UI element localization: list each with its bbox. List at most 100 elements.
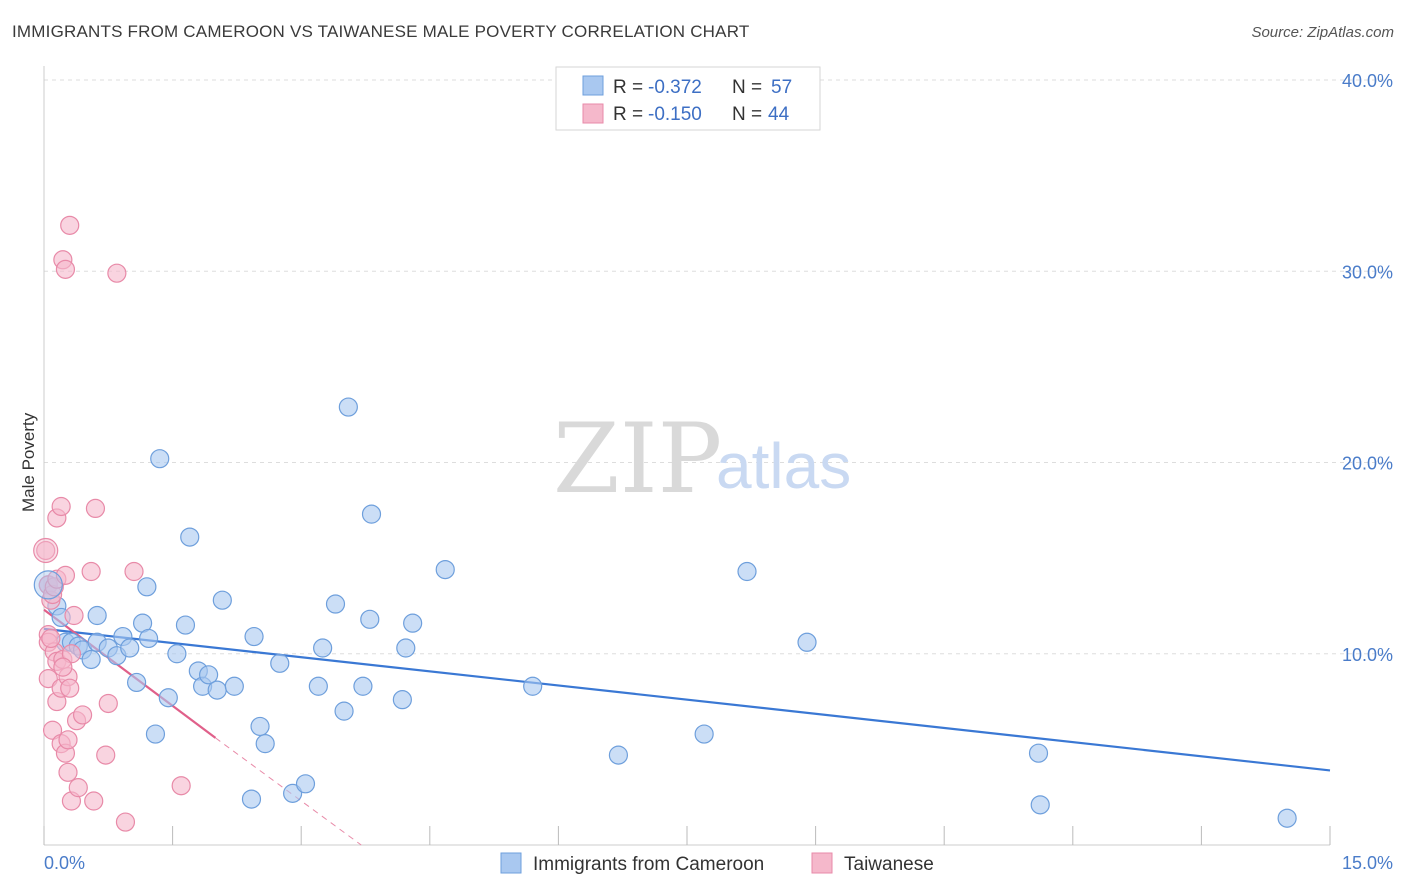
stats-n-value-cameroon: 57 [771, 77, 792, 98]
x-tick-label: 15.0% [1342, 853, 1393, 873]
point-cameroon [120, 638, 140, 658]
point-cameroon [392, 690, 412, 710]
point-cameroon [81, 649, 101, 670]
point-taiwanese [68, 778, 88, 798]
point-cameroon [295, 774, 316, 794]
point-cameroon [797, 632, 817, 652]
watermark: ZIP atlas [553, 403, 851, 515]
point-cameroon [175, 615, 196, 635]
stats-swatch-cameroon [582, 75, 604, 96]
stats-r-label-taiwanese: R = [613, 104, 643, 125]
legend-swatch-taiwanese [811, 852, 833, 874]
point-taiwanese [171, 776, 191, 796]
point-cameroon [126, 672, 147, 693]
point-cameroon [283, 783, 303, 803]
point-taiwanese [96, 745, 116, 765]
point-cameroon [1028, 743, 1049, 763]
point-cameroon [361, 504, 382, 524]
data-points [33, 215, 1297, 832]
point-cameroon [353, 676, 373, 696]
point-taiwanese [61, 644, 82, 664]
axes: 10.0% 20.0% 30.0% 40.0% 0.0% 15.0% [43, 66, 1393, 873]
point-cameroon [244, 626, 264, 647]
stats-r-label-cameroon: R = [613, 77, 643, 98]
point-cameroon [608, 745, 629, 765]
point-cameroon [360, 609, 380, 629]
point-taiwanese [51, 496, 71, 517]
point-cameroon [396, 638, 416, 658]
point-cameroon [313, 638, 333, 658]
trend-line-cameroon [43, 627, 1331, 772]
bottom-legend: Immigrants from Cameroon Taiwanese [500, 852, 934, 875]
legend-label-taiwanese: Taiwanese [844, 854, 934, 875]
point-cameroon [334, 701, 354, 721]
point-cameroon [241, 789, 262, 809]
point-taiwanese [33, 537, 59, 564]
point-cameroon [250, 716, 270, 737]
point-cameroon [523, 676, 543, 696]
point-cameroon [694, 724, 714, 744]
y-axis-label: Male Poverty [19, 412, 38, 512]
point-taiwanese [115, 812, 136, 832]
point-cameroon [207, 680, 227, 700]
point-cameroon [338, 397, 358, 417]
legend-swatch-cameroon [500, 852, 522, 874]
point-taiwanese [41, 628, 61, 649]
source-credit: Source: ZipAtlas.com [1251, 24, 1394, 41]
point-cameroon [158, 688, 178, 708]
point-cameroon [138, 628, 159, 649]
point-taiwanese [60, 215, 80, 235]
y-tick-label: 20.0% [1342, 454, 1393, 474]
point-cameroon [403, 613, 423, 633]
point-taiwanese [107, 263, 127, 283]
point-cameroon [1030, 795, 1050, 815]
point-taiwanese [84, 791, 104, 811]
stats-legend: R = -0.372 N = 57 R = -0.150 N = 44 [555, 66, 821, 131]
point-cameroon [145, 724, 166, 744]
point-taiwanese [55, 259, 76, 279]
point-cameroon [1277, 808, 1297, 828]
point-taiwanese [85, 498, 106, 518]
point-taiwanese [98, 693, 118, 714]
stats-r-value-taiwanese: -0.150 [648, 104, 702, 125]
point-taiwanese [58, 762, 78, 782]
point-cameroon [737, 561, 757, 582]
point-taiwanese [38, 669, 58, 689]
point-taiwanese [42, 720, 63, 740]
point-cameroon [150, 449, 170, 469]
trend-line-taiwanese [43, 608, 217, 739]
point-cameroon [325, 594, 346, 614]
point-cameroon [180, 527, 200, 547]
point-cameroon [255, 734, 275, 754]
point-taiwanese [81, 561, 101, 582]
y-tick-label: 30.0% [1342, 262, 1393, 282]
stats-n-value-taiwanese: 44 [768, 104, 790, 125]
x-tick-label: 0.0% [44, 853, 85, 873]
point-cameroon [212, 590, 232, 610]
stats-n-label-cameroon: N = [732, 77, 762, 98]
y-tick-label: 40.0% [1342, 71, 1393, 91]
chart-title: IMMIGRANTS FROM CAMEROON VS TAIWANESE MA… [12, 22, 750, 41]
point-cameroon [33, 570, 63, 600]
stats-n-label-taiwanese: N = [732, 104, 762, 125]
point-cameroon [435, 559, 455, 580]
y-tick-label: 10.0% [1342, 645, 1393, 665]
point-cameroon [137, 577, 157, 597]
stats-swatch-taiwanese [582, 103, 604, 124]
point-taiwanese [53, 657, 73, 677]
point-taiwanese [58, 730, 78, 750]
point-cameroon [87, 605, 107, 626]
watermark-atlas: atlas [716, 430, 851, 502]
point-taiwanese [60, 678, 80, 698]
point-cameroon [224, 676, 244, 696]
watermark-zip: ZIP [553, 403, 722, 515]
point-taiwanese [36, 540, 56, 561]
point-taiwanese [72, 705, 93, 725]
point-cameroon [199, 665, 219, 685]
legend-label-cameroon: Immigrants from Cameroon [533, 854, 764, 875]
point-cameroon [270, 653, 290, 673]
point-cameroon [167, 644, 187, 664]
point-taiwanese [64, 605, 84, 626]
trend-lines [43, 608, 1331, 846]
